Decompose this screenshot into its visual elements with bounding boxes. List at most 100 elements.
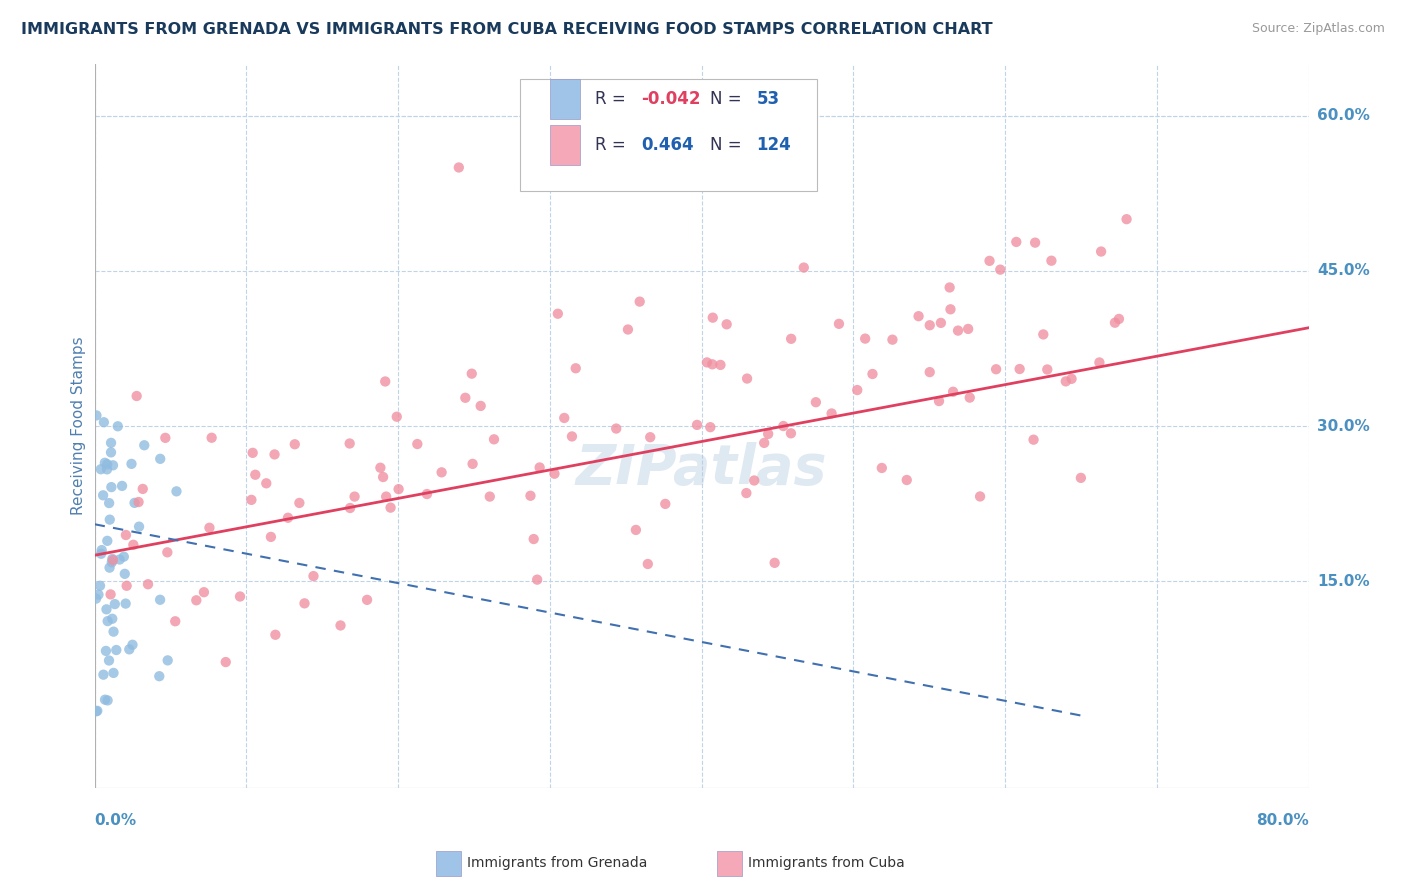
Point [302,569,325,583]
Point [1088,355,1111,369]
Point [91,488,114,502]
Point [98,560,121,574]
Point [780,426,803,441]
Point [624,523,647,537]
Text: 15.0%: 15.0% [1317,574,1369,589]
Point [96,602,118,616]
Point [90,462,112,476]
Point [853,332,876,346]
Point [543,467,565,481]
Point [339,436,361,450]
Point [84,704,107,718]
Point [103,665,125,680]
Point [124,496,146,510]
Point [820,407,842,421]
Point [118,642,141,657]
Point [111,479,134,493]
Point [696,355,718,369]
Point [370,460,392,475]
Point [862,367,884,381]
Point [979,253,1001,268]
Point [526,573,548,587]
Point [828,317,851,331]
Point [155,431,177,445]
Text: Immigrants from Grenada: Immigrants from Grenada [467,856,647,871]
Point [264,628,287,642]
Point [136,577,159,591]
Point [380,500,402,515]
Point [240,492,263,507]
Point [97,614,120,628]
Point [638,430,661,444]
Point [907,309,929,323]
Point [957,322,980,336]
Y-axis label: Receiving Food Stamps: Receiving Food Stamps [72,336,86,516]
Point [564,361,586,376]
Point [702,357,724,371]
Point [101,458,124,473]
Point [260,530,283,544]
Point [288,496,311,510]
Point [1024,235,1046,250]
Text: 60.0%: 60.0% [1317,108,1369,123]
Point [132,482,155,496]
Point [115,579,138,593]
Point [946,324,969,338]
Point [918,365,941,379]
Text: N =: N = [710,90,747,108]
Point [388,482,411,496]
Text: Source: ZipAtlas.com: Source: ZipAtlas.com [1251,22,1385,36]
Point [709,358,731,372]
Point [617,322,640,336]
Point [988,262,1011,277]
Point [121,638,143,652]
Point [430,466,453,480]
Point [406,437,429,451]
Point [96,462,118,476]
Point [793,260,815,275]
Point [242,446,264,460]
Point [122,538,145,552]
Point [846,383,869,397]
Point [716,318,738,332]
Point [100,480,122,494]
Point [101,555,124,569]
Point [166,484,188,499]
Point [1036,362,1059,376]
Point [1040,253,1063,268]
Point [201,431,224,445]
Point [128,519,150,533]
Point [112,549,135,564]
Point [1054,375,1077,389]
Point [100,445,122,459]
Point [294,596,316,610]
Bar [550,78,581,119]
Point [96,533,118,548]
Point [103,624,125,639]
Point [94,456,117,470]
Point [84,591,107,606]
Point [356,592,378,607]
Point [1005,235,1028,249]
Point [735,486,758,500]
Point [553,411,575,425]
Point [385,409,408,424]
Text: R =: R = [595,136,631,154]
Text: 53: 53 [756,90,779,108]
Text: 124: 124 [756,136,792,154]
Point [804,395,827,409]
Point [686,417,709,432]
Point [699,420,721,434]
Point [198,521,221,535]
Point [1060,372,1083,386]
Point [929,316,952,330]
Point [94,644,117,658]
Point [215,655,238,669]
Point [529,460,551,475]
Point [482,433,505,447]
Text: R =: R = [595,90,631,108]
Point [98,653,121,667]
Point [1070,471,1092,485]
Point [98,513,121,527]
Point [763,556,786,570]
